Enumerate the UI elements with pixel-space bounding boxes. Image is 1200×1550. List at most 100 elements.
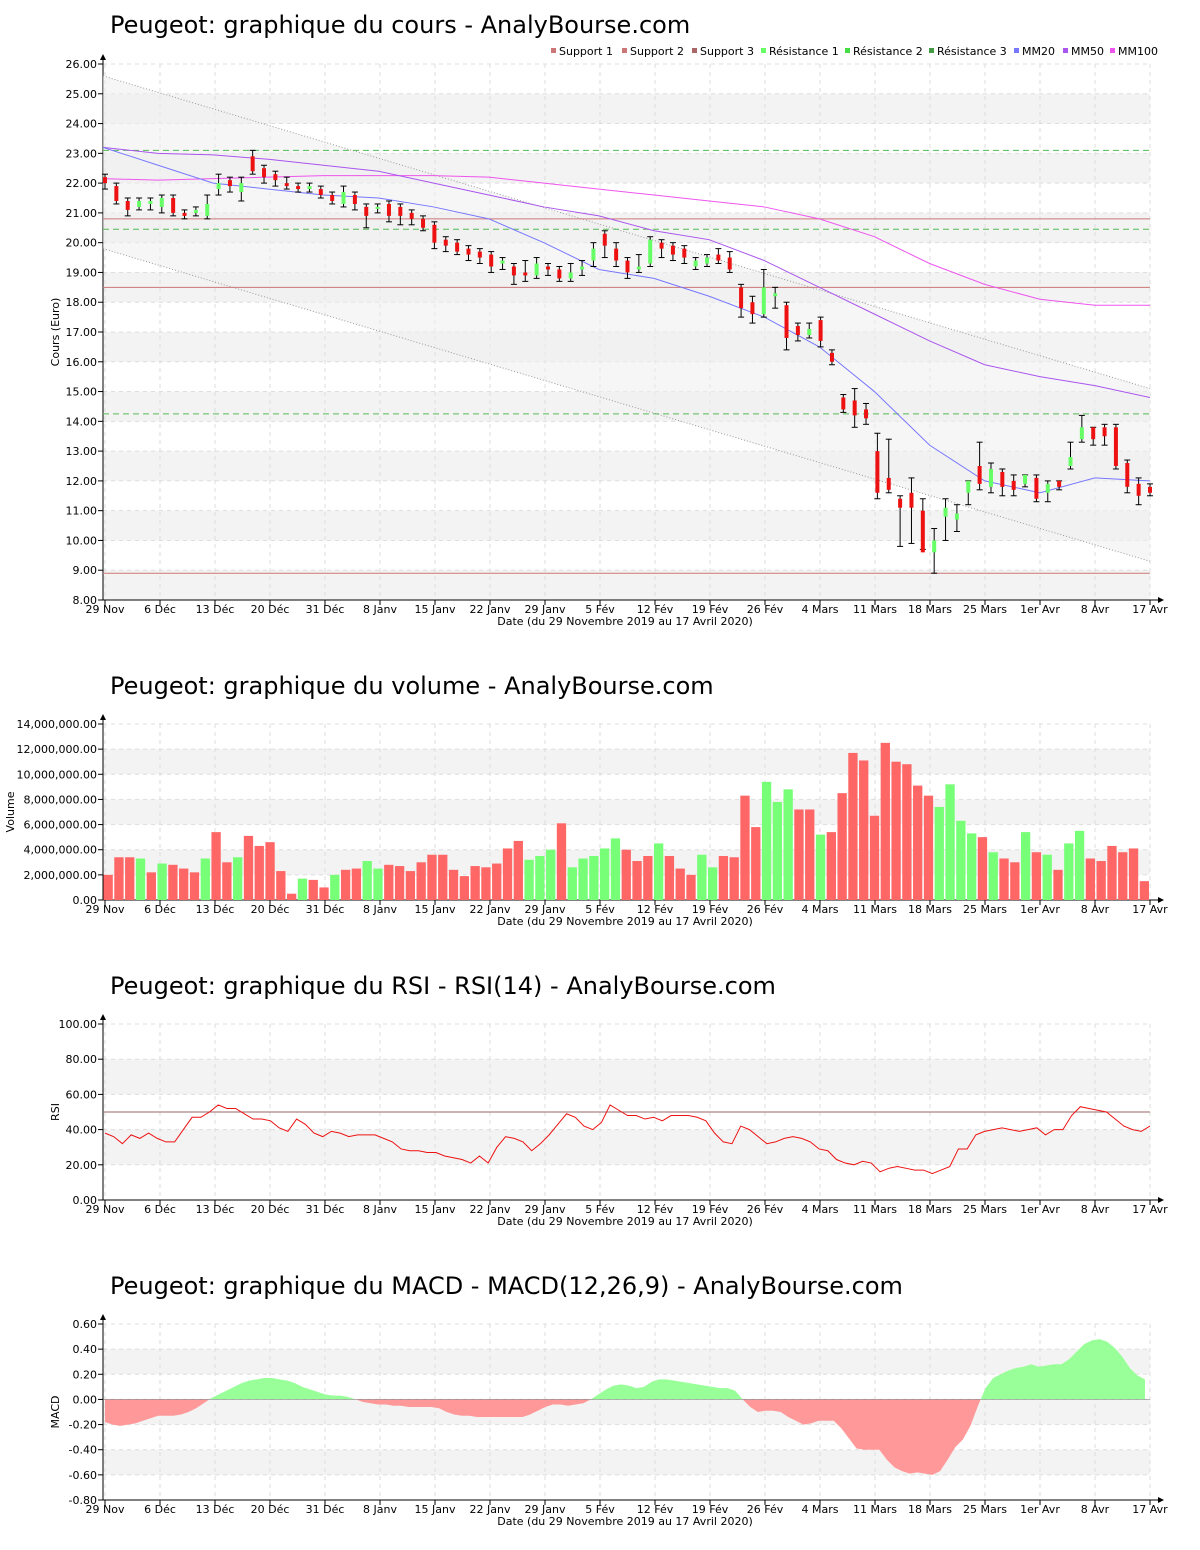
candle: [828, 349, 835, 366]
volume-bar: [481, 867, 491, 900]
candle: [840, 394, 847, 413]
legend-item: MM100: [1110, 45, 1158, 58]
candle-body: [818, 320, 823, 341]
candle-body: [636, 266, 641, 270]
candle-body: [977, 466, 982, 484]
candle-body: [829, 352, 834, 362]
channel-upper-line: [102, 75, 1151, 390]
volume-xtick-label: 20 Déc: [251, 903, 290, 916]
candle-body: [1102, 427, 1107, 437]
volume-ytick-label: 0.00: [73, 894, 98, 907]
candle: [874, 432, 881, 500]
volume-bar: [783, 789, 793, 900]
volume-xtick-label: 31 Déc: [306, 903, 345, 916]
candle: [215, 173, 222, 196]
volume-xtick-label: 19 Fév: [692, 903, 729, 916]
volume-ytick-label: 10,000,000.00: [17, 768, 97, 781]
rsi-ytick-label: 100.00: [59, 1018, 98, 1031]
macd-area-negative: [742, 1399, 981, 1475]
candle-body: [852, 400, 857, 416]
rsi-ytick-label: 80.00: [66, 1053, 98, 1066]
candle-body: [386, 203, 391, 216]
price-xtick-label: 25 Mars: [963, 603, 1007, 616]
price-chart: Peugeot: graphique du cours - AnalyBours…: [49, 11, 1168, 628]
volume-ytick-label: 14,000,000.00: [17, 718, 97, 731]
candle-body: [1034, 477, 1039, 499]
macd-ytick-label: -0.40: [69, 1444, 97, 1457]
candle-body: [898, 498, 903, 508]
candle-body: [364, 206, 369, 216]
price-xtick-label: 13 Déc: [196, 603, 235, 616]
macd-xtick-label: 8 Avr: [1081, 1503, 1110, 1516]
price-ytick-label: 16.00: [66, 356, 98, 369]
candle: [635, 254, 642, 273]
candle: [510, 263, 517, 285]
volume-bar: [761, 781, 772, 900]
candle-body: [1057, 480, 1062, 487]
rsi-xtick-label: 19 Fév: [692, 1203, 729, 1216]
candle: [397, 203, 404, 226]
volume-bar: [394, 866, 405, 900]
macd-ylabel: MACD: [49, 1396, 62, 1429]
price-ytick-label: 11.00: [66, 505, 98, 518]
candle: [738, 283, 745, 318]
candle-body: [409, 212, 414, 219]
candle-body: [602, 233, 607, 246]
rsi-xtick-label: 26 Fév: [747, 1203, 784, 1216]
macd-x-axis-arrow: [1158, 1497, 1164, 1503]
candle-body: [875, 451, 880, 493]
channel-lower-line: [102, 248, 1151, 562]
legend-swatch: [929, 48, 934, 53]
volume-bar: [880, 742, 890, 900]
volume-bar: [200, 858, 210, 900]
price-ytick-label: 24.00: [66, 118, 98, 131]
volume-bar: [653, 843, 664, 900]
price-title: Peugeot: graphique du cours - AnalyBours…: [110, 11, 690, 39]
candle-body: [1136, 483, 1141, 496]
volume-bar: [1074, 830, 1085, 900]
candle-body: [761, 287, 766, 315]
volume-bar: [405, 871, 416, 900]
candle-body: [227, 180, 232, 187]
volume-title: Peugeot: graphique du volume - AnalyBour…: [110, 672, 714, 700]
price-xtick-label: 17 Avr: [1132, 603, 1168, 616]
rsi-xtick-label: 4 Mars: [802, 1203, 839, 1216]
volume-bar: [837, 793, 847, 900]
candle-body: [284, 183, 289, 187]
macd-band: [103, 1349, 1150, 1375]
volume-bar: [297, 878, 308, 900]
macd-xtick-label: 8 Janv: [363, 1503, 397, 1516]
volume-bar: [125, 857, 135, 900]
price-y-axis-arrow: [100, 54, 106, 60]
price-ytick-label: 13.00: [66, 445, 98, 458]
volume-bar: [967, 833, 977, 900]
candle-body: [125, 200, 130, 210]
volume-bar: [794, 809, 804, 900]
volume-bar: [740, 795, 750, 900]
candle-body: [489, 254, 494, 267]
candle-body: [614, 248, 619, 261]
volume-bar: [621, 849, 631, 900]
volume-xtick-label: 5 Fév: [585, 903, 615, 916]
rsi-xtick-label: 31 Déc: [306, 1203, 345, 1216]
candle-body: [193, 209, 198, 213]
legend-label: MM50: [1071, 45, 1104, 58]
macd-ytick-label: -0.80: [69, 1494, 97, 1507]
candle: [317, 185, 324, 199]
candle-body: [795, 326, 800, 335]
candle: [385, 200, 392, 223]
candle: [192, 206, 199, 217]
volume-ytick-label: 6,000,000.00: [24, 819, 97, 832]
candle-body: [864, 409, 869, 419]
candle: [226, 176, 233, 193]
macd-xtick-label: 11 Mars: [853, 1503, 897, 1516]
candle: [760, 268, 767, 318]
volume-bar: [135, 858, 146, 900]
volume-bar: [913, 785, 923, 900]
candle: [238, 176, 245, 202]
volume-xtick-label: 11 Mars: [853, 903, 897, 916]
candle-body: [625, 260, 630, 273]
legend-swatch: [622, 48, 627, 53]
volume-bar: [189, 872, 200, 900]
